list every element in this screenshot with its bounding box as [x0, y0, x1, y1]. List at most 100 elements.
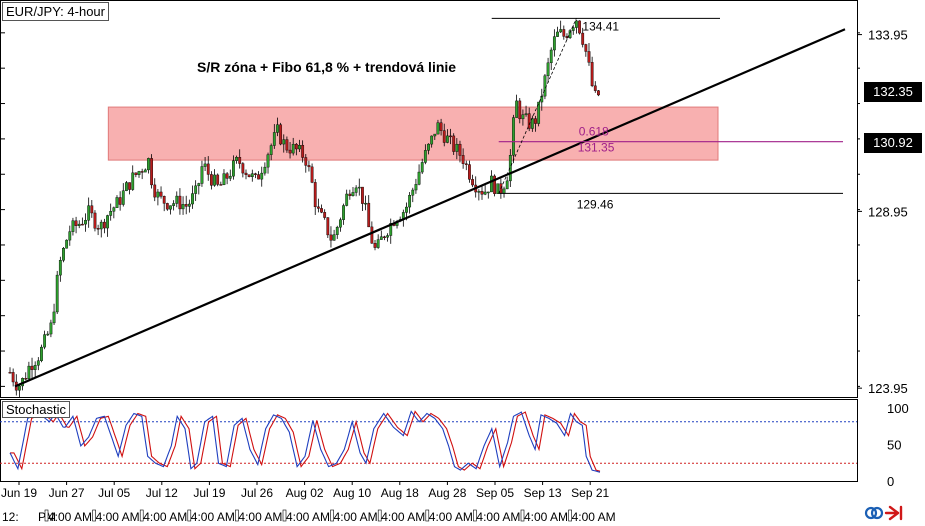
candle-body — [228, 175, 232, 179]
candle-body — [46, 333, 50, 336]
redirect-arrow-icon[interactable] — [884, 505, 903, 521]
candle-body — [269, 145, 273, 155]
candle-body — [323, 212, 327, 218]
time-fragment-first: 12: — [2, 510, 19, 524]
candle-body — [294, 143, 298, 150]
date-tick-label: Aug 28 — [428, 486, 466, 500]
candle-body — [84, 219, 87, 225]
candle-body — [137, 171, 141, 175]
candle-body — [121, 190, 125, 205]
date-tick-label: Aug 10 — [333, 486, 371, 500]
candle-body — [263, 166, 267, 174]
date-tick-label: Jun 27 — [49, 486, 85, 500]
candle-body — [140, 171, 144, 173]
candle-body — [203, 163, 207, 167]
sr-zone-layer — [107, 106, 719, 161]
candle-body — [187, 203, 191, 207]
candle-body — [197, 183, 201, 187]
candle-body — [496, 183, 500, 194]
candle-body — [77, 223, 81, 226]
candle-body — [172, 203, 176, 206]
candle-body — [518, 100, 522, 120]
time-tick-label: 4:00 AM — [286, 510, 330, 524]
candle-body — [593, 85, 597, 91]
candle-body — [291, 143, 295, 154]
candle-body — [490, 175, 493, 193]
candle-body — [49, 322, 53, 335]
candle-body — [165, 203, 169, 210]
candle-body — [357, 186, 361, 189]
candle-body — [386, 235, 389, 238]
candle-body — [184, 204, 188, 207]
candle-body — [112, 207, 116, 212]
candle-body — [87, 205, 91, 221]
stoch-axis-label: 100 — [887, 401, 909, 416]
candle-body — [235, 157, 238, 161]
date-tick-label: Sep 05 — [476, 486, 514, 500]
candle-body — [329, 234, 333, 241]
candle-body — [55, 274, 59, 313]
time-tick-label: 4:00 AM — [524, 510, 568, 524]
stoch-k-line — [9, 410, 601, 473]
time-separator — [520, 509, 525, 522]
candle-body — [260, 172, 264, 180]
candle-body — [342, 205, 345, 220]
candle-body — [216, 174, 220, 185]
brand-icons — [862, 503, 922, 523]
candle-body — [480, 191, 484, 195]
candle-body — [477, 191, 481, 193]
candle-body — [106, 215, 109, 229]
oscillator-panel-frame — [0, 399, 858, 482]
candle-body — [468, 164, 471, 180]
candle-body — [65, 239, 69, 249]
time-separator — [187, 509, 192, 522]
candle-body — [493, 175, 496, 194]
candle-body — [18, 385, 21, 391]
candle-body — [464, 163, 468, 165]
time-separator — [44, 509, 49, 522]
candle-body — [351, 192, 355, 196]
candle-body — [452, 135, 456, 152]
candle-body — [159, 191, 163, 197]
candle-body — [417, 171, 421, 185]
candle-body — [153, 184, 157, 198]
candle-body — [52, 311, 56, 324]
candle-body — [316, 206, 320, 209]
price-tick-label: 128.95 — [868, 204, 908, 219]
candle-body — [332, 234, 336, 241]
candle-body — [584, 44, 588, 52]
candle-body — [354, 187, 358, 193]
candle-body — [74, 220, 78, 226]
price-tick-label: 123.95 — [868, 381, 908, 396]
candle-body — [80, 223, 84, 226]
time-tick-label: 4:00 AM — [429, 510, 473, 524]
candle-body — [455, 143, 459, 152]
time-separator — [473, 509, 477, 522]
candle-body — [512, 117, 515, 156]
candle-body — [276, 124, 279, 133]
candle-body — [131, 172, 135, 190]
candle-body — [515, 100, 519, 118]
candle-body — [125, 182, 128, 191]
candle-body — [8, 372, 12, 374]
time-tick-label: 4:00 AM — [96, 510, 140, 524]
candle-body — [40, 346, 43, 361]
candle-body — [445, 135, 449, 143]
candle-body — [568, 30, 572, 38]
candle-body — [181, 204, 185, 210]
candle-body — [379, 236, 383, 240]
candle-body — [552, 36, 556, 51]
chart-headline: S/R zóna + Fibo 61,8 % + trendová linie — [197, 59, 456, 75]
candle-body — [320, 208, 323, 213]
fib-high-label: 134.41 — [582, 19, 619, 33]
time-separator — [568, 509, 572, 522]
candle-body — [530, 118, 534, 129]
time-tick-label: 4:00 AM — [381, 510, 425, 524]
fib-low-label: 129.46 — [577, 197, 614, 211]
candle-body — [99, 221, 103, 230]
fib-ratio-label: 0.618 — [579, 125, 609, 139]
date-tick-label: Jun 19 — [1, 486, 37, 500]
candle-body — [150, 158, 153, 186]
candle-body — [30, 365, 34, 370]
candle-body — [313, 182, 317, 208]
